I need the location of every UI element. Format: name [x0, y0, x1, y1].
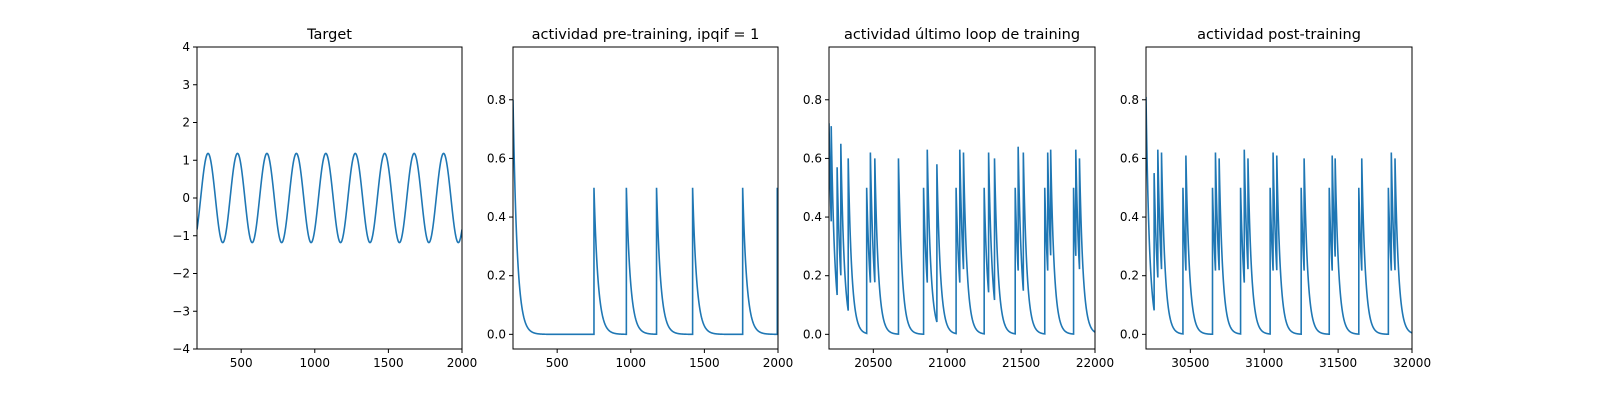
- x-tick-label: 2000: [763, 356, 794, 370]
- x-tick-label: 21000: [928, 356, 966, 370]
- y-tick-label: 0.8: [1120, 93, 1139, 107]
- series-line-3: [829, 123, 1095, 335]
- y-tick-label: 0.2: [487, 269, 506, 283]
- series-line-2: [513, 99, 778, 336]
- y-tick-label: 0.4: [1120, 210, 1139, 224]
- x-tick-label: 22000: [1076, 356, 1114, 370]
- y-tick-label: 0.0: [487, 327, 506, 341]
- panel-title: actividad último loop de training: [844, 27, 1080, 43]
- y-tick-label: 0.4: [487, 210, 506, 224]
- y-tick-label: 0.8: [803, 93, 822, 107]
- y-tick-label: 0.8: [487, 93, 506, 107]
- y-tick-label: −2: [172, 267, 190, 281]
- x-tick-label: 20500: [854, 356, 892, 370]
- x-tick-label: 31500: [1319, 356, 1357, 370]
- y-tick-label: −3: [172, 304, 190, 318]
- y-tick-label: 4: [182, 40, 190, 54]
- panel-3: 20500 21000 21500 22000 0.0 0.2 0.4 0.6 0.8 activ…: [803, 27, 1114, 370]
- y-tick-label: −4: [172, 342, 190, 356]
- y-tick-label: −1: [172, 229, 190, 243]
- x-tick-label: 21500: [1002, 356, 1040, 370]
- y-tick-label: 0.6: [1120, 151, 1139, 165]
- y-tick-label: 0.2: [1120, 269, 1139, 283]
- y-tick-label: 2: [182, 116, 190, 130]
- y-tick-label: 0.6: [803, 151, 822, 165]
- y-tick-label: 3: [182, 78, 190, 92]
- x-tick-label: 1000: [616, 356, 647, 370]
- x-tick-label: 2000: [447, 356, 478, 370]
- panel-title: actividad post-training: [1197, 27, 1361, 43]
- y-tick-label: 0.0: [1120, 327, 1139, 341]
- plot-frame: [1145, 46, 1413, 350]
- x-tick-label: 32000: [1393, 356, 1431, 370]
- y-tick-label: 0.0: [803, 327, 822, 341]
- x-tick-label: 500: [230, 356, 253, 370]
- x-tick-label: 31000: [1245, 356, 1283, 370]
- plot-frame: [512, 46, 779, 350]
- y-tick-label: 0.6: [487, 151, 506, 165]
- panel-title: actividad pre-training, ipqif = 1: [532, 27, 760, 43]
- x-tick-label: 1500: [373, 356, 404, 370]
- series-line-4: [1146, 96, 1412, 336]
- series-line-1: [197, 152, 462, 244]
- y-tick-label: 0.2: [803, 269, 822, 283]
- y-tick-label: 1: [182, 153, 190, 167]
- panel-4: 30500 31000 31500 32000 0.0 0.2 0.4 0.6 0.8 activ…: [1120, 27, 1431, 370]
- y-tick-label: 0: [182, 191, 190, 205]
- y-tick-label: 0.4: [803, 210, 822, 224]
- x-tick-label: 1500: [689, 356, 720, 370]
- panel-1: 500 1000 1500 2000 −4 −3 −2 −1 0 1 2 3 4 Target: [172, 27, 477, 370]
- x-tick-label: 30500: [1171, 356, 1209, 370]
- panel-title: Target: [306, 27, 352, 43]
- x-tick-label: 500: [546, 356, 569, 370]
- x-tick-label: 1000: [300, 356, 331, 370]
- plot-frame: [828, 46, 1096, 350]
- panel-2: 500 1000 1500 2000 0.0 0.2 0.4 0.6 0.8 actividad …: [487, 27, 793, 370]
